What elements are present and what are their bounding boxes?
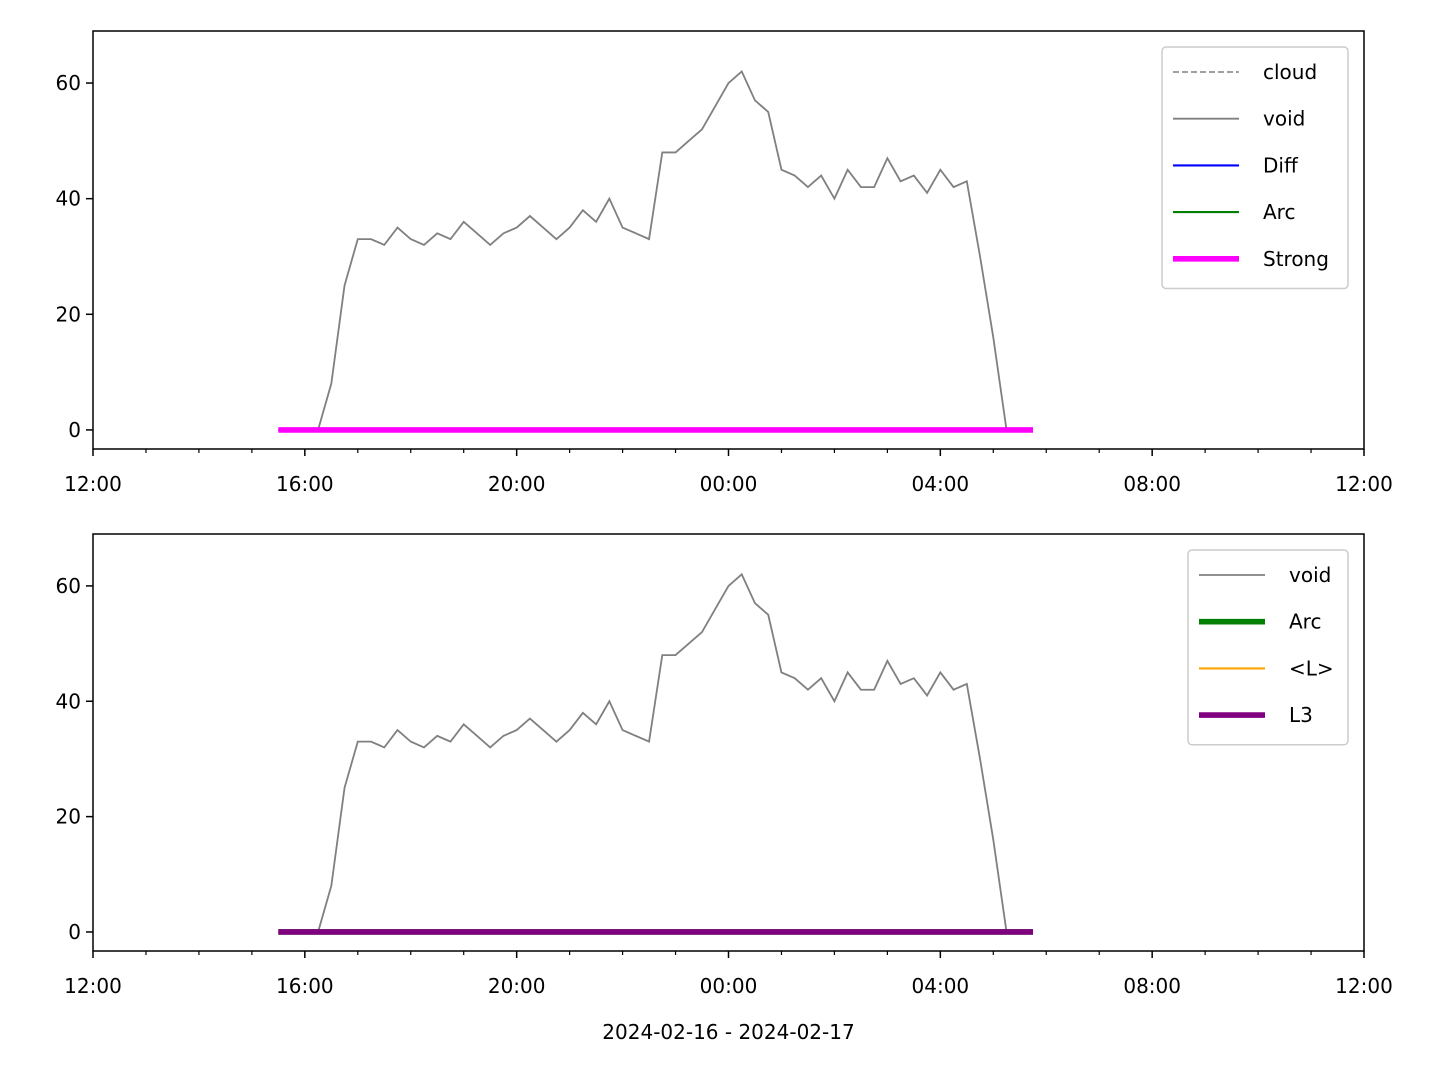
legend-label: Arc — [1289, 610, 1321, 634]
x-tick-label: 16:00 — [276, 472, 334, 496]
legend-label: void — [1289, 563, 1331, 587]
x-tick-label: 20:00 — [488, 472, 546, 496]
legend-label: Diff — [1263, 153, 1299, 177]
y-tick-label: 0 — [68, 920, 81, 944]
y-tick-label: 60 — [56, 71, 81, 95]
x-tick-label: 12:00 — [64, 472, 122, 496]
legend-label: Strong — [1263, 247, 1329, 271]
legend-label: cloud — [1263, 60, 1317, 84]
x-tick-label: 08:00 — [1123, 974, 1181, 998]
x-tick-label: 00:00 — [700, 472, 758, 496]
legend-box — [1161, 46, 1349, 290]
x-tick-label: 20:00 — [488, 974, 546, 998]
x-tick-label: 16:00 — [276, 974, 334, 998]
legend-label: L3 — [1289, 703, 1313, 727]
x-axis-label: 2024-02-16 - 2024-02-17 — [602, 1020, 854, 1044]
y-tick-label: 40 — [56, 187, 81, 211]
legend-label: Arc — [1263, 200, 1295, 224]
y-tick-label: 0 — [68, 418, 81, 442]
x-tick-label: 12:00 — [1335, 974, 1393, 998]
y-tick-label: 20 — [56, 805, 81, 829]
legend-label: <L> — [1289, 656, 1334, 680]
y-tick-label: 20 — [56, 302, 81, 326]
axes-frame — [92, 533, 1365, 952]
axes-frame — [92, 30, 1365, 450]
x-tick-label: 04:00 — [912, 974, 970, 998]
y-tick-label: 60 — [56, 574, 81, 598]
series-line — [317, 572, 1008, 933]
y-tick-label: 40 — [56, 689, 81, 713]
x-tick-label: 08:00 — [1123, 472, 1181, 496]
legend-label: void — [1263, 107, 1305, 131]
x-tick-label: 12:00 — [1335, 472, 1393, 496]
legend-box — [1187, 549, 1349, 746]
series-line — [317, 69, 1008, 431]
x-tick-label: 00:00 — [700, 974, 758, 998]
x-tick-label: 04:00 — [912, 472, 970, 496]
x-tick-label: 12:00 — [64, 974, 122, 998]
